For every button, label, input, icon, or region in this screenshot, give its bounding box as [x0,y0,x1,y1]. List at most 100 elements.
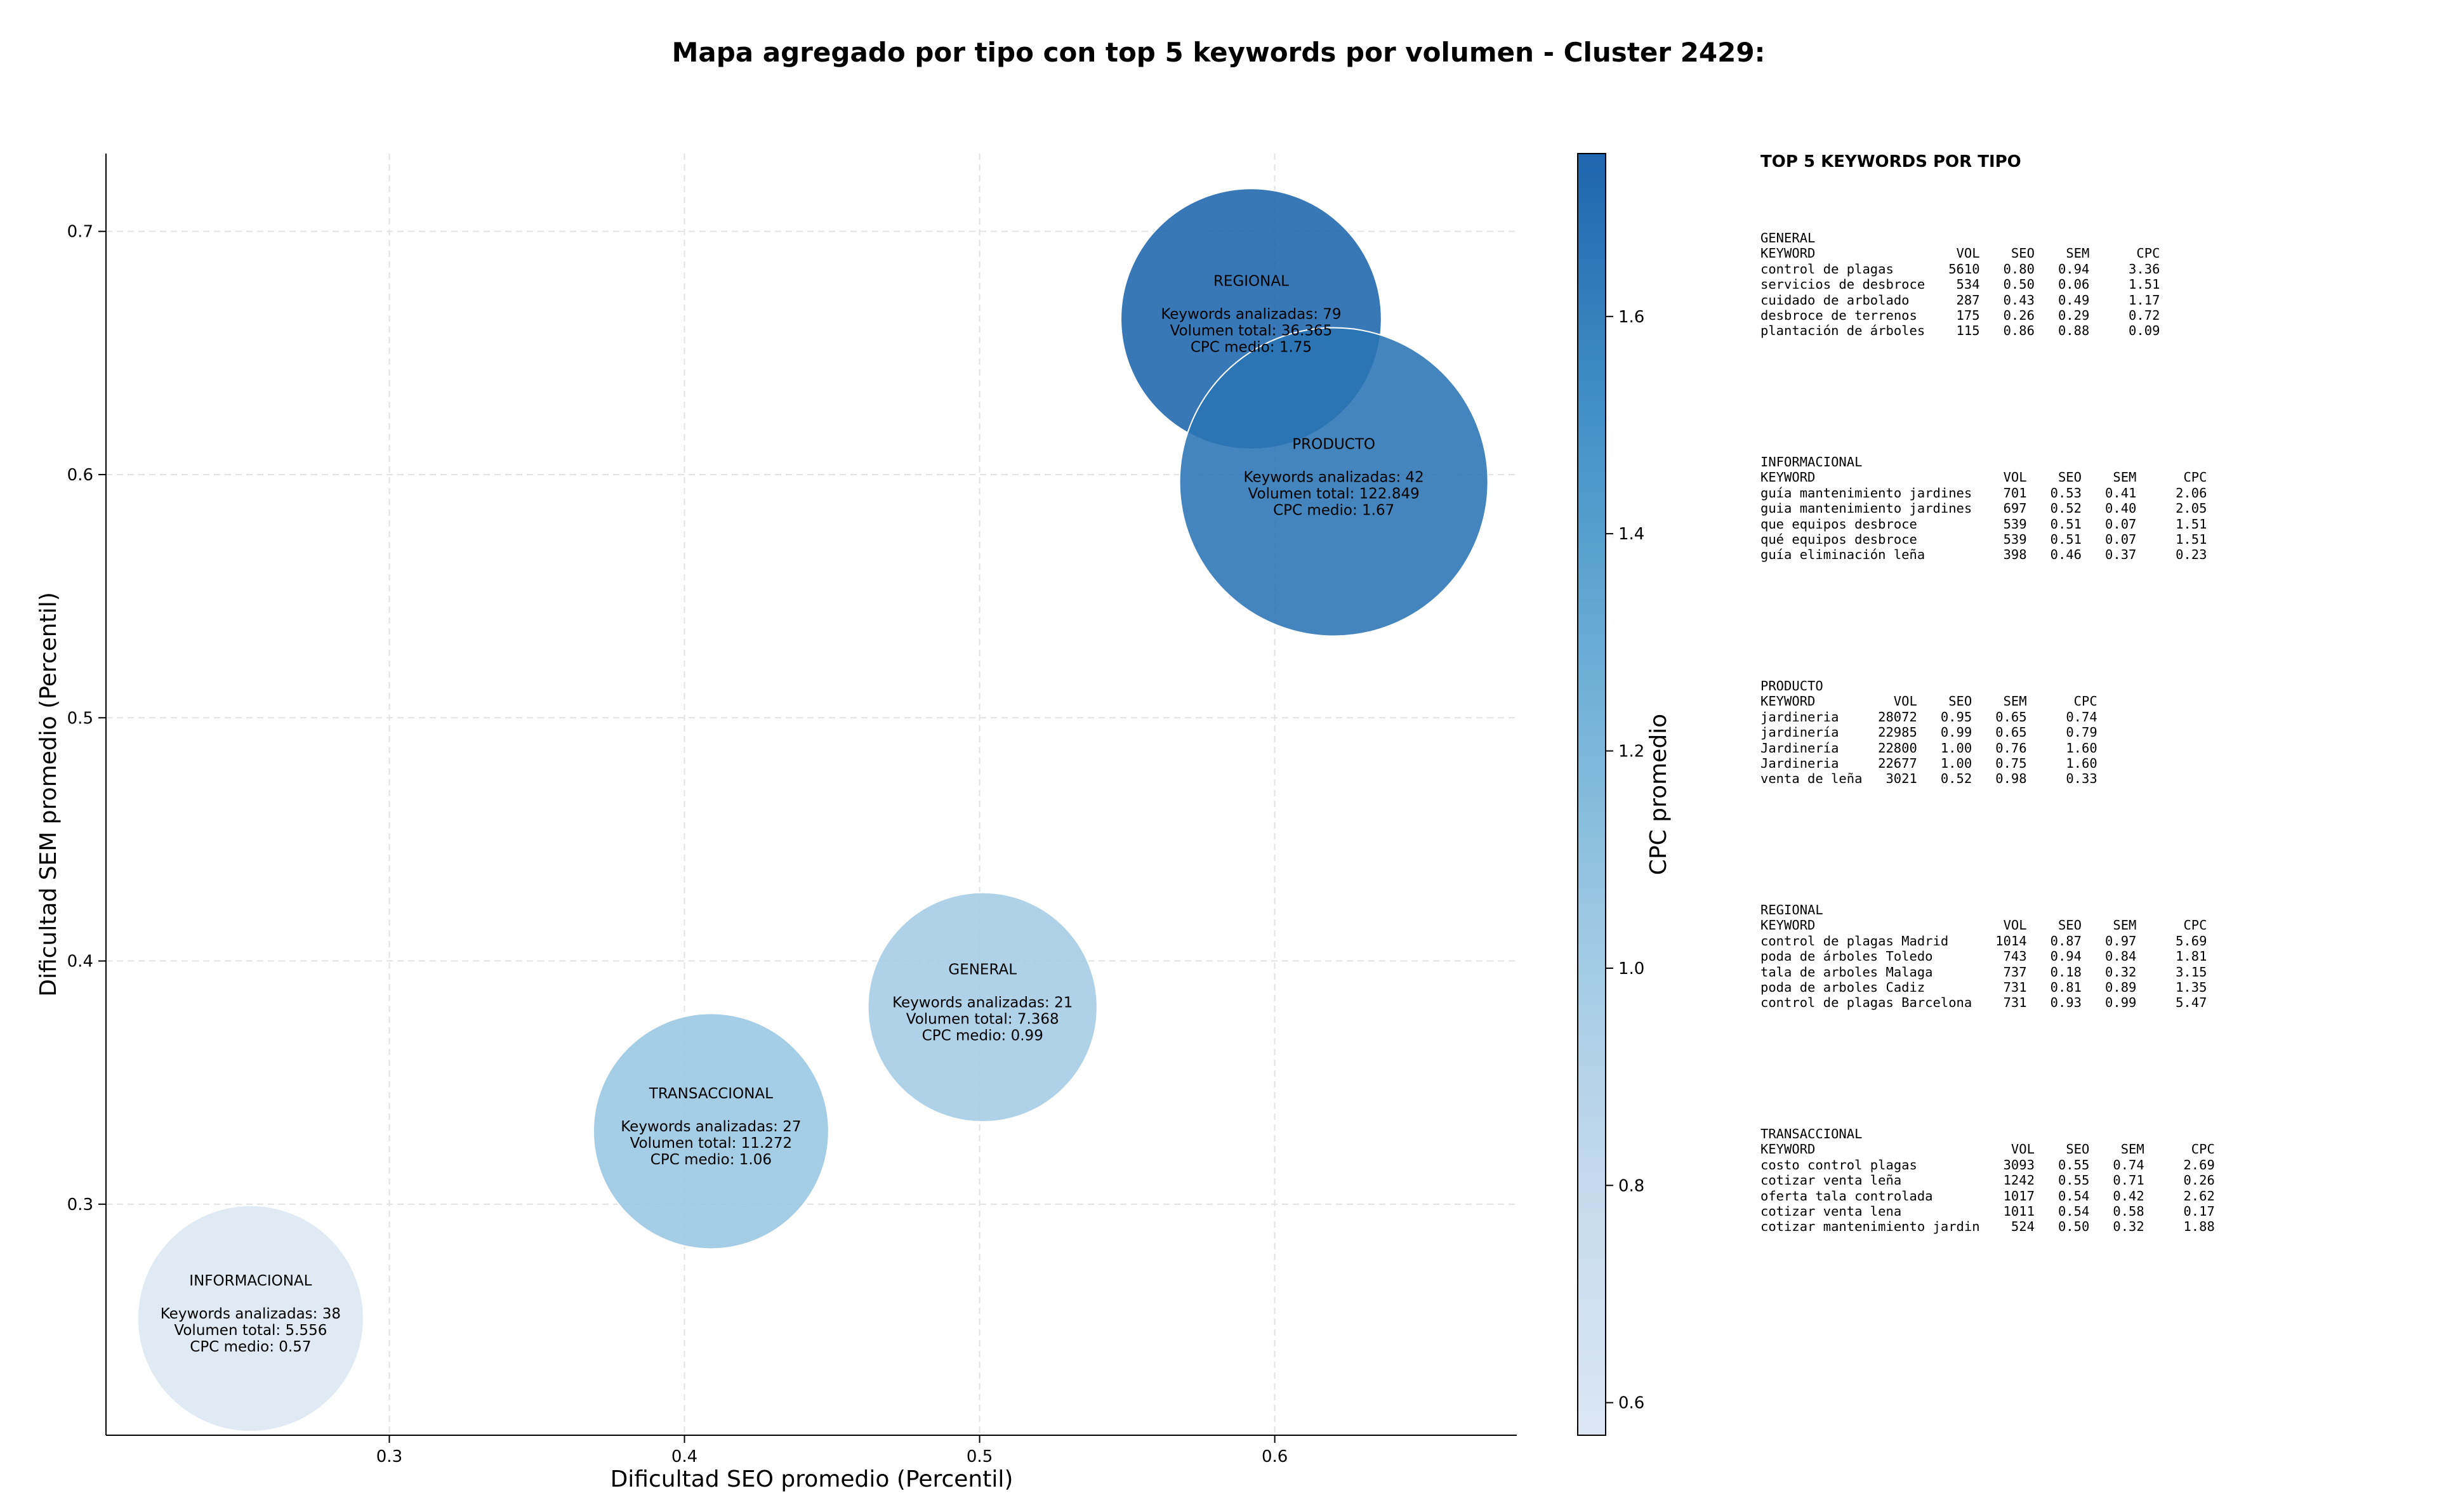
keyword-cell: guía eliminación leña [1760,547,1925,563]
metric-cell: CPC [2191,1141,2215,1157]
colorbar-tick-label: 1.2 [1618,742,1644,761]
bubble-general [867,891,1098,1123]
keyword-group-informacional: INFORMACIONAL KEYWORD VOL SEO SEM CPC guía man… [1760,454,2207,563]
keyword-table-header: KEYWORD VOL SEO SEM CPC [1760,1141,2215,1157]
keyword-row: guía eliminación leña 398 0.46 0.37 0.23 [1760,547,2207,562]
metric-cell: 0.26 [2183,1173,2215,1188]
x-ticks: 0.3 0.4 0.5 0.6 [376,1435,1288,1466]
keyword-row: costo control plagas 3093 0.55 0.74 2.69 [1760,1157,2215,1173]
metric-cell: 731 [2003,980,2027,996]
colorbar-ticks: 0.6 0.8 1.0 1.2 1.4 1.6 [1606,308,1644,1413]
metric-cell: 0.17 [2183,1204,2215,1219]
colorbar-label: CPC promedio [1646,714,1672,875]
metric-cell: 0.06 [2057,277,2090,293]
metric-cell: 0.54 [2057,1204,2090,1219]
bubble-type-label: GENERAL [948,961,1017,978]
bubble-volume-label: Volumen total: 122.849 [1248,485,1420,502]
metric-cell: 287 [1956,292,1980,308]
metric-cell: 398 [2003,547,2027,563]
y-tick-label: 0.6 [67,466,93,485]
bubble-volume-label: Volumen total: 36.365 [1170,323,1333,339]
x-tick-label: 0.4 [671,1447,697,1466]
x-tick-label: 0.3 [376,1447,402,1466]
bubble-type-label: TRANSACCIONAL [649,1086,773,1102]
metric-cell: SEO [2057,917,2082,933]
metric-cell: 0.53 [2050,485,2082,501]
keyword-cell: KEYWORD [1760,694,1816,709]
y-tick-label: 0.4 [67,952,93,971]
metric-cell: 0.65 [1995,725,2027,740]
keyword-table-header: KEYWORD VOL SEO SEM CPC [1760,917,2207,933]
keyword-row: cotizar venta leña 1242 0.55 0.71 0.26 [1760,1173,2215,1188]
metric-cell: 0.29 [2057,308,2090,324]
metric-cell: 0.97 [2105,933,2137,949]
keyword-group-transaccional: TRANSACCIONAL KEYWORD VOL SEO SEM CPC costo co… [1760,1126,2215,1235]
metric-cell: 0.93 [2050,995,2082,1011]
colorbar-tick-label: 1.4 [1618,525,1644,544]
keyword-cell: oferta tala controlada [1760,1188,1933,1204]
metric-cell: VOL [1893,694,1917,709]
metric-cell: 0.71 [2113,1173,2144,1188]
metric-cell: VOL [2003,917,2027,933]
keyword-cell: cotizar venta leña [1760,1173,1902,1188]
metric-cell: 1.88 [2183,1219,2215,1235]
metric-cell: 0.74 [2066,709,2097,725]
keyword-cell: venta de leña [1760,771,1863,787]
metric-cell: 1017 [2003,1188,2035,1204]
metric-cell: 1242 [2003,1173,2035,1188]
keyword-cell: KEYWORD [1760,1141,1816,1157]
metric-cell: 1.60 [2066,756,2097,772]
keyword-row: jardinería 22985 0.99 0.65 0.79 [1760,725,2097,740]
metric-cell: 737 [2003,964,2027,980]
metric-cell: 0.32 [2105,964,2137,980]
keyword-row: qué equipos desbroce 539 0.51 0.07 1.51 [1760,532,2207,547]
bubble-informacional [136,1205,364,1433]
keyword-cell: tala de arboles Malaga [1760,964,1933,980]
metric-cell: VOL [1956,246,1980,261]
bubble-keywords-label: Keywords analizadas: 21 [892,994,1073,1011]
metric-cell: 743 [2003,949,2027,964]
metric-cell: 0.72 [2129,308,2160,324]
keyword-group-title: REGIONAL [1760,902,1823,917]
metric-cell: 539 [2003,532,2027,548]
keyword-cell: jardinería [1760,725,1839,740]
metric-cell: 0.26 [2003,308,2035,324]
metric-cell: 2.69 [2183,1157,2215,1173]
colorbar-tick-label: 1.0 [1618,959,1644,978]
keyword-cell: guía mantenimiento jardines [1760,485,1972,501]
bubble-keywords-label: Keywords analizadas: 79 [1161,306,1341,323]
metric-cell: 701 [2003,485,2027,501]
metric-cell: 0.98 [1995,771,2027,787]
bubble-cpc-label: CPC medio: 1.06 [651,1152,772,1168]
metric-cell: 0.81 [2050,980,2082,996]
metric-cell: 0.65 [1995,709,2027,725]
y-ticks: 0.3 0.4 0.5 0.6 0.7 [67,223,106,1214]
bubble-type-label: INFORMACIONAL [189,1273,312,1289]
metric-cell: 0.50 [2057,1219,2090,1235]
metric-cell: 0.80 [2003,261,2035,277]
metric-cell: 1.51 [2176,516,2207,532]
keyword-cell: costo control plagas [1760,1157,1917,1173]
metric-cell: SEM [2113,470,2137,485]
keyword-group-title: PRODUCTO [1760,678,1823,694]
y-tick-label: 0.7 [67,223,93,242]
keyword-group-title: TRANSACCIONAL [1760,1126,1863,1141]
keyword-row: oferta tala controlada 1017 0.54 0.42 2.62 [1760,1188,2215,1204]
metric-cell: CPC [2073,694,2097,709]
metric-cell: 22677 [1878,756,1917,772]
metric-cell: 539 [2003,516,2027,532]
y-axis-label: Dificultad SEM promedio (Percentil) [36,592,62,997]
metric-cell: 1.51 [2176,532,2207,548]
metric-cell: 0.51 [2050,516,2082,532]
keyword-row: Jardinería 22800 1.00 0.76 1.60 [1760,740,2097,756]
metric-cell: 0.40 [2105,501,2137,516]
metric-cell: SEO [2011,246,2035,261]
metric-cell: 0.86 [2003,323,2035,339]
y-tick-label: 0.5 [67,709,93,728]
metric-cell: 1.00 [1940,756,1972,772]
keyword-row: jardineria 28072 0.95 0.65 0.74 [1760,709,2097,725]
keyword-row: desbroce de terrenos 175 0.26 0.29 0.72 [1760,308,2160,323]
metric-cell: 0.09 [2129,323,2160,339]
keyword-table-header: KEYWORD VOL SEO SEM CPC [1760,470,2207,485]
